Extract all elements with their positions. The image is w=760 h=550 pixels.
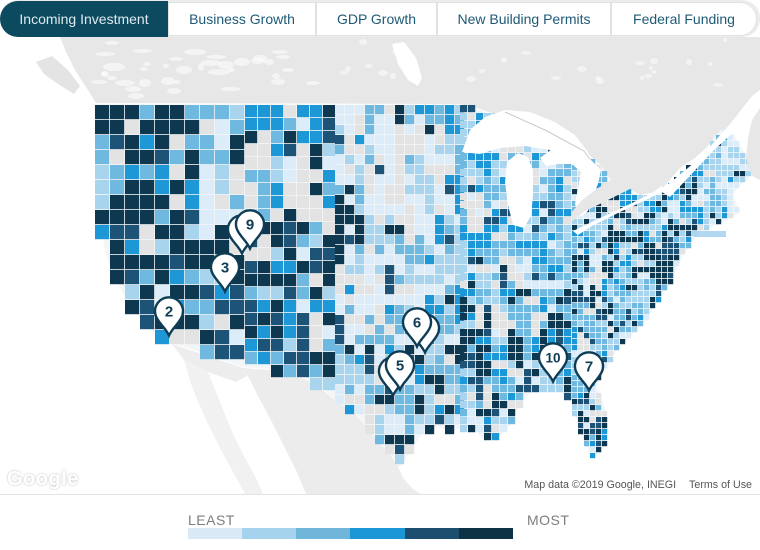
svg-text:2: 2	[165, 304, 173, 321]
svg-text:3: 3	[221, 260, 229, 277]
svg-text:7: 7	[585, 359, 593, 376]
svg-text:9: 9	[246, 217, 254, 234]
svg-text:5: 5	[396, 358, 404, 375]
svg-text:10: 10	[545, 351, 560, 366]
svg-text:6: 6	[413, 315, 421, 332]
